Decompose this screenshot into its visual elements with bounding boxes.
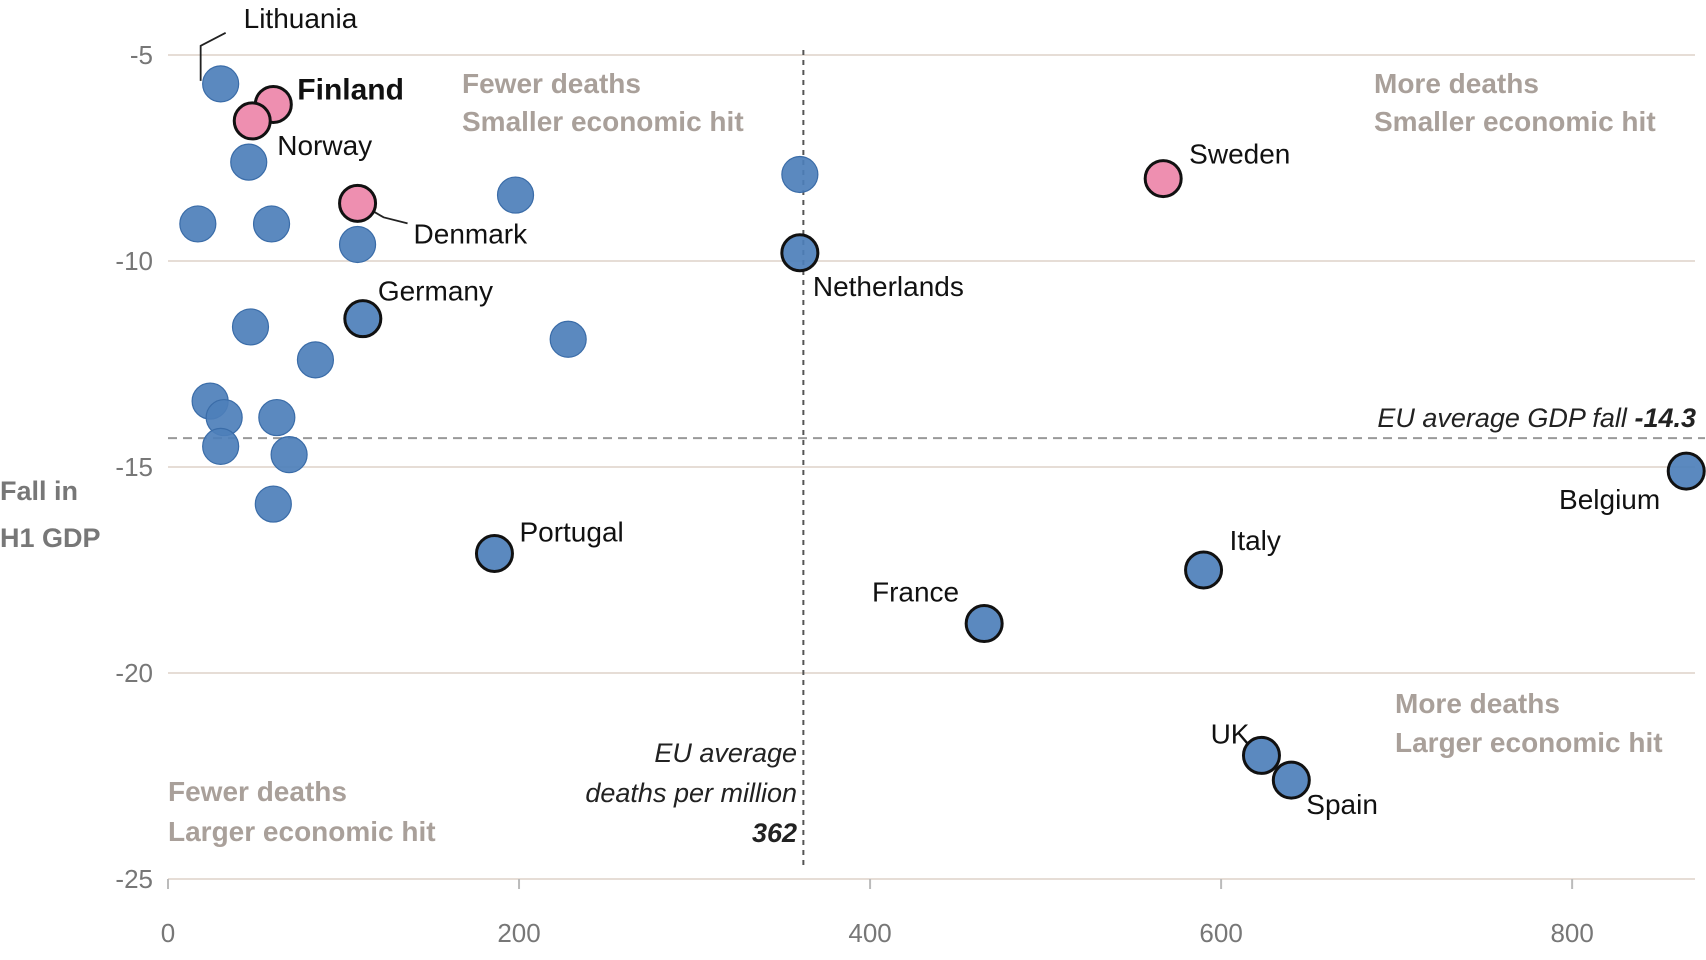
point-belgium — [1666, 451, 1706, 491]
quadrant-bottom-right-line2: Larger economic hit — [1395, 727, 1663, 758]
label-spain: Spain — [1306, 789, 1378, 820]
eu-deaths-label-line2: deaths per million — [585, 778, 797, 808]
label-sweden: Sweden — [1189, 139, 1290, 170]
quadrant-bottom-left-line1: Fewer deaths — [168, 776, 347, 807]
leader-lithuania — [199, 32, 227, 81]
point-sweden — [1143, 159, 1183, 199]
point-lithuania — [202, 65, 240, 103]
label-uk: UK — [1211, 718, 1250, 749]
y-tick-label--20: -20 — [115, 658, 153, 688]
label-netherlands: Netherlands — [813, 271, 964, 302]
quadrant-top-right-line2: Smaller economic hit — [1374, 106, 1656, 137]
x-tick-label-400: 400 — [848, 918, 891, 948]
x-tick-label-600: 600 — [1199, 918, 1242, 948]
leader-denmark — [371, 209, 408, 225]
y-axis-title-line2: H1 GDP — [0, 523, 101, 553]
y-tick-label--5: -5 — [130, 40, 153, 70]
point-labels: Lithuania Finland Norway Denmark Netherlands… — [244, 3, 1661, 820]
point-unlabeled-7 — [231, 308, 270, 346]
point-spain — [1271, 760, 1311, 800]
quadrant-bottom-left-line2: Larger economic hit — [168, 816, 436, 847]
label-italy: Italy — [1230, 525, 1281, 556]
point-france — [964, 604, 1004, 644]
point-unlabeled-14 — [270, 436, 308, 474]
point-norway — [232, 101, 272, 141]
x-tick-label-0: 0 — [161, 918, 175, 948]
quadrant-top-left-line1: Fewer deaths — [462, 68, 641, 99]
eu-gdp-spacer — [1627, 403, 1635, 433]
eu-deaths-label-line1: EU average — [654, 738, 797, 768]
eu-gdp-value: -14.3 — [1634, 403, 1696, 433]
reference-lines — [168, 50, 1705, 870]
chart-text: Fall in H1 GDP Fewer deaths Smaller econ… — [0, 68, 1696, 848]
point-unlabeled-1 — [230, 143, 268, 181]
point-unlabeled-5 — [496, 176, 535, 214]
gridlines — [168, 54, 1695, 880]
eu-deaths-value: 362 — [752, 818, 797, 848]
y-axis-title-line1: Fall in — [0, 476, 78, 506]
point-unlabeled-9 — [549, 320, 587, 358]
label-belgium: Belgium — [1559, 484, 1660, 515]
label-france: France — [872, 577, 959, 608]
point-unlabeled-4 — [338, 225, 377, 264]
eu-gdp-label: EU average GDP fall — [1377, 403, 1628, 433]
point-netherlands — [780, 233, 820, 273]
point-germany — [343, 299, 383, 339]
eu-gdp-annotation: EU average GDP fall -14.3 — [1377, 403, 1696, 433]
point-unlabeled-8 — [296, 341, 335, 379]
point-italy — [1184, 550, 1224, 590]
point-unlabeled-2 — [179, 205, 217, 243]
point-unlabeled-12 — [258, 398, 296, 437]
quadrant-top-left-line2: Smaller economic hit — [462, 106, 744, 137]
quadrant-bottom-right-line1: More deaths — [1395, 688, 1560, 719]
y-tick-label--15: -15 — [115, 452, 153, 482]
point-unlabeled-3 — [252, 205, 291, 243]
label-germany: Germany — [378, 276, 493, 307]
x-tick-label-800: 800 — [1550, 918, 1593, 948]
label-portugal: Portugal — [519, 517, 623, 548]
label-lithuania: Lithuania — [244, 3, 358, 34]
label-norway: Norway — [277, 130, 372, 161]
point-uk — [1241, 735, 1281, 775]
label-finland: Finland — [297, 73, 404, 106]
point-portugal — [474, 534, 514, 574]
axes: -5 -10 -15 -20 -25 0 200 400 600 800 — [115, 40, 1593, 948]
data-points — [179, 65, 1706, 800]
label-denmark: Denmark — [414, 218, 529, 249]
y-tick-label--10: -10 — [115, 246, 153, 276]
point-denmark — [338, 183, 378, 223]
point-unlabeled-6 — [781, 155, 819, 194]
x-tick-label-200: 200 — [497, 918, 540, 948]
quadrant-top-right-line1: More deaths — [1374, 68, 1539, 99]
point-unlabeled-13 — [202, 427, 240, 465]
y-tick-label--25: -25 — [115, 864, 153, 894]
label-leaders — [199, 32, 408, 225]
point-unlabeled-15 — [254, 485, 292, 523]
